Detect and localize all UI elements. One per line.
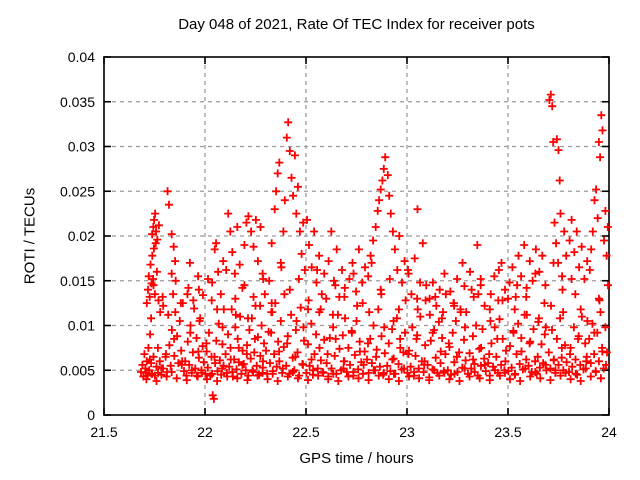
x-tick-label: 22 (197, 424, 213, 440)
y-tick-label: 0.025 (60, 183, 95, 199)
x-tick-label: 23 (399, 424, 415, 440)
x-tick-label: 24 (601, 424, 617, 440)
y-tick-label: 0.02 (68, 228, 95, 244)
chart-title: Day 048 of 2021, Rate Of TEC Index for r… (178, 16, 535, 33)
x-tick-label: 23.5 (494, 424, 521, 440)
tick-labels: 21.5 22 22.5 23 23.5 24 0 0.005 0.01 0.015 0.02 0.0… (60, 49, 617, 440)
y-tick-label: 0.03 (68, 139, 95, 155)
plot-border (103, 56, 610, 416)
grid-lines (104, 57, 609, 415)
x-tick-label: 21.5 (90, 424, 117, 440)
x-axis-title: GPS time / hours (299, 450, 414, 467)
y-tick-label: 0.035 (60, 94, 95, 110)
y-tick-label: 0.015 (60, 273, 95, 289)
x-tick-label: 22.5 (292, 424, 319, 440)
y-tick-label: 0.005 (60, 362, 95, 378)
data-points-plus-markers (137, 90, 612, 403)
y-tick-label: 0.04 (68, 49, 95, 65)
y-tick-label: 0.01 (68, 318, 95, 334)
y-tick-label: 0 (87, 407, 95, 423)
y-axis-title: ROTI / TECUs (21, 187, 39, 285)
